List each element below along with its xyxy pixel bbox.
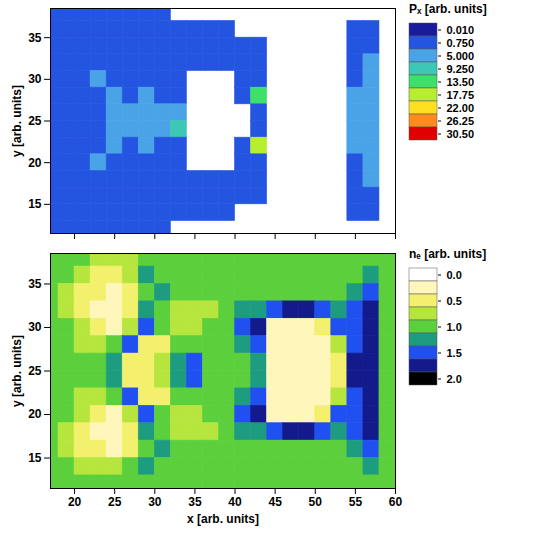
svg-text:30: 30 bbox=[148, 495, 162, 509]
svg-text:55: 55 bbox=[349, 495, 363, 509]
svg-text:35: 35 bbox=[28, 277, 42, 291]
svg-text:26.25: 26.25 bbox=[447, 115, 475, 127]
svg-text:30.50: 30.50 bbox=[447, 128, 475, 140]
svg-text:45: 45 bbox=[268, 495, 282, 509]
svg-text:0.010: 0.010 bbox=[447, 24, 475, 36]
svg-text:17.75: 17.75 bbox=[447, 89, 475, 101]
svg-text:30: 30 bbox=[28, 72, 42, 86]
svg-text:35: 35 bbox=[188, 495, 202, 509]
svg-text:0.750: 0.750 bbox=[447, 37, 475, 49]
svg-text:x [arb. units]: x [arb. units] bbox=[187, 512, 259, 526]
svg-text:60: 60 bbox=[389, 495, 403, 509]
svg-text:0.0: 0.0 bbox=[447, 269, 462, 281]
svg-text:25: 25 bbox=[108, 495, 122, 509]
svg-text:15: 15 bbox=[28, 197, 42, 211]
svg-text:25: 25 bbox=[28, 114, 42, 128]
svg-text:35: 35 bbox=[28, 31, 42, 45]
svg-text:22.00: 22.00 bbox=[447, 102, 475, 114]
svg-text:40: 40 bbox=[228, 495, 242, 509]
svg-text:y [arb. units]: y [arb. units] bbox=[10, 335, 24, 407]
svg-text:30: 30 bbox=[28, 320, 42, 334]
svg-text:5.000: 5.000 bbox=[447, 50, 475, 62]
svg-text:50: 50 bbox=[309, 495, 323, 509]
svg-text:2.0: 2.0 bbox=[447, 373, 462, 385]
svg-text:0.5: 0.5 bbox=[447, 295, 462, 307]
html-text:Pₓ [arb. units]: Pₓ [arb. units] bbox=[409, 2, 487, 16]
svg-text:20: 20 bbox=[28, 407, 42, 421]
svg-text:1.0: 1.0 bbox=[447, 321, 462, 333]
html-text:nₑ [arb. units]: nₑ [arb. units] bbox=[409, 247, 487, 261]
svg-text:1.5: 1.5 bbox=[447, 347, 462, 359]
svg-text:25: 25 bbox=[28, 364, 42, 378]
svg-text:20: 20 bbox=[68, 495, 82, 509]
svg-text:y [arb. units]: y [arb. units] bbox=[10, 85, 24, 157]
svg-text:13.50: 13.50 bbox=[447, 76, 475, 88]
svg-text:20: 20 bbox=[28, 156, 42, 170]
svg-text:9.250: 9.250 bbox=[447, 63, 475, 75]
svg-text:15: 15 bbox=[28, 451, 42, 465]
